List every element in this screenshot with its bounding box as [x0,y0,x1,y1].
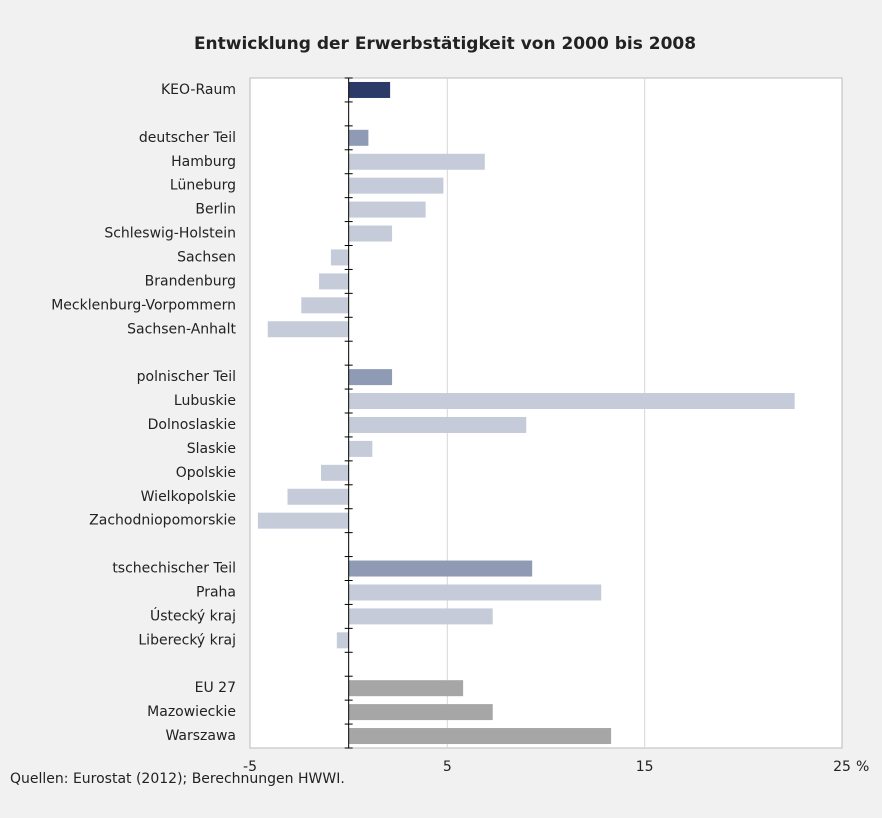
bar [348,584,602,601]
y-tick-label: Opolskie [176,465,236,481]
bar [267,321,349,338]
bar [348,560,533,577]
y-tick-label: Dolnoslaskie [148,417,236,433]
y-tick-label: Mazowieckie [147,704,236,720]
bar [348,201,426,218]
y-tick-label: Berlin [195,202,236,218]
bar [348,416,527,433]
bar [348,704,493,721]
y-tick-label: Warszawa [165,728,236,744]
bar [348,608,493,625]
bar [336,632,349,649]
y-tick-label: tschechischer Teil [112,561,236,577]
y-tick-label: Zachodniopomorskie [89,513,236,529]
y-tick-label: Mecklenburg-Vorpommern [51,297,236,313]
y-tick-label: Sachsen-Anhalt [127,321,236,337]
x-tick-label: 15 [636,759,654,775]
bar [257,512,349,529]
y-tick-label: Brandenburg [145,273,236,289]
bar [348,81,391,98]
x-tick-label: -5 [243,759,257,775]
y-tick-label: Wielkopolskie [141,489,236,505]
y-tick-label: Lubuskie [174,393,236,409]
bar [287,488,349,505]
y-tick-label: EU 27 [195,680,236,696]
y-tick-label: Praha [196,584,236,600]
y-tick-label: deutscher Teil [139,130,236,146]
y-tick-label: Lüneburg [170,178,236,194]
x-tick-label: 25 [833,759,851,775]
bar [301,297,349,314]
bar [319,273,349,290]
y-tick-label: Slaskie [187,441,236,457]
bar [330,249,349,266]
y-tick-label: Schleswig-Holstein [104,226,236,242]
x-axis-label: % [856,759,869,775]
bar [348,728,612,745]
bar [348,177,444,194]
bar [321,464,349,481]
y-tick-label: polnischer Teil [137,369,236,385]
bar [348,225,393,242]
y-tick-label: Hamburg [171,154,236,170]
y-tick-label: Ústecký kraj [150,606,236,624]
bar [348,440,373,457]
source: Quellen: Eurostat (2012); Berechnungen H… [10,771,345,787]
bar [348,680,464,697]
bar [348,153,485,170]
y-tick-label: Sachsen [177,249,236,265]
bar [348,129,369,146]
y-tick-label: KEO-Raum [161,82,236,98]
y-tick-label: Liberecký kraj [138,632,236,648]
chart-title: Entwicklung der Erwerbstätigkeit von 200… [194,34,696,54]
bar [348,369,393,386]
x-tick-label: 5 [443,759,452,775]
bar [348,393,795,410]
